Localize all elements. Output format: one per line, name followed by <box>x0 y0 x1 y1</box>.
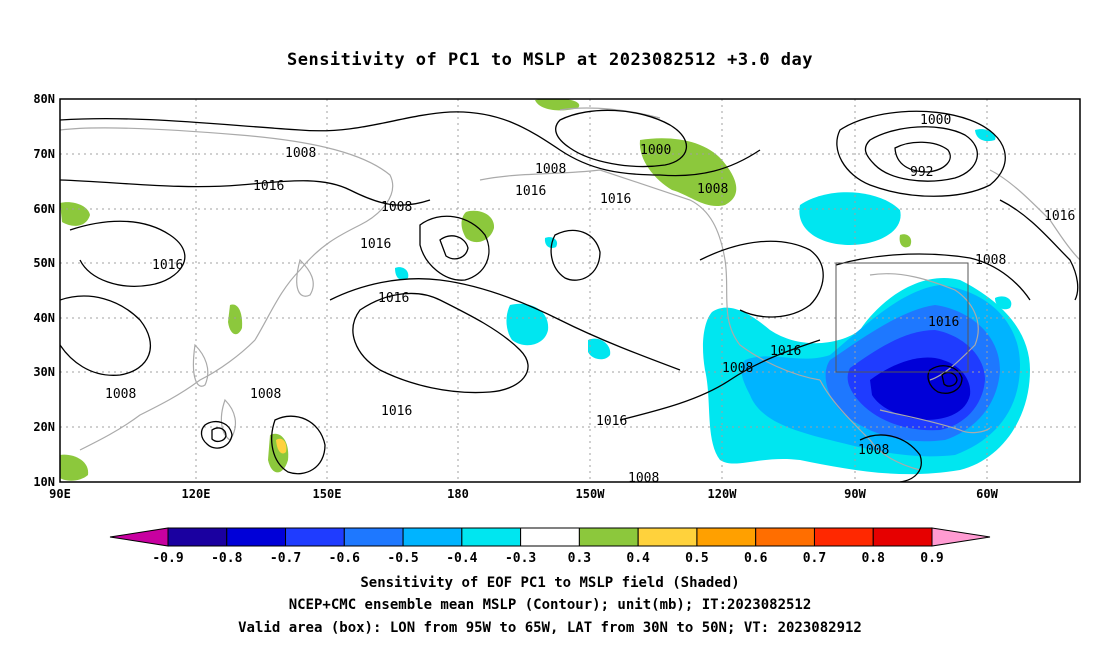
green-region-7 <box>60 454 89 481</box>
latitude-labels: 80N 70N 60N 50N 40N 30N 20N 10N <box>33 92 55 489</box>
colorbar-low-cap <box>109 527 169 547</box>
contour-label: 1016 <box>770 344 801 359</box>
colorbar-swatch <box>813 527 874 547</box>
lon-label: 150W <box>576 487 606 501</box>
contour-label: 1008 <box>250 387 281 402</box>
contour-label: 1008 <box>858 443 889 458</box>
lon-label: 90W <box>844 487 866 501</box>
colorbar-swatch <box>578 527 639 547</box>
caption-valid-area: Valid area (box): LON from 95W to 65W, L… <box>238 620 862 636</box>
colorbar-label: -0.4 <box>446 551 477 566</box>
colorbar-swatch <box>696 527 757 547</box>
colorbar-swatch <box>402 527 463 547</box>
contour-label: 1016 <box>600 192 631 207</box>
lat-label: 60N <box>33 202 55 216</box>
yellow-region <box>276 438 287 454</box>
contour-label: 1008 <box>628 471 659 486</box>
colorbar-swatch <box>167 527 228 547</box>
lat-label: 80N <box>33 92 55 106</box>
contour-label: 1008 <box>105 387 136 402</box>
colorbar-label: 0.3 <box>568 551 591 566</box>
lat-label: 30N <box>33 365 55 379</box>
contour-label: 1016 <box>381 404 412 419</box>
contour-label: 1016 <box>360 237 391 252</box>
colorbar-label: -0.9 <box>152 551 183 566</box>
lat-label: 40N <box>33 311 55 325</box>
isobar-contours <box>60 109 1079 482</box>
colorbar-label: 0.8 <box>861 551 885 566</box>
colorbar-label: 0.5 <box>685 551 708 566</box>
colorbar-high-cap <box>931 527 991 547</box>
cyan-region-2 <box>799 192 901 245</box>
lat-label: 10N <box>33 475 55 489</box>
caption-shading: Sensitivity of EOF PC1 to MSLP field (Sh… <box>360 575 740 591</box>
contour-label: 1008 <box>535 162 566 177</box>
contour-label: 1008 <box>697 182 728 197</box>
longitude-labels: 90E 120E 150E 180 150W 120W 90W 60W <box>49 487 998 501</box>
colorbar-swatch <box>755 527 815 547</box>
contour-label: 1008 <box>975 253 1006 268</box>
contour-label: 1016 <box>152 258 183 273</box>
colorbar-label: -0.7 <box>270 551 301 566</box>
caption-contour: NCEP+CMC ensemble mean MSLP (Contour); u… <box>288 597 812 613</box>
colorbar-label: -0.5 <box>387 551 418 566</box>
cyan-region-4 <box>588 338 611 360</box>
colorbar-label: 0.6 <box>744 551 768 566</box>
cyan-region-8 <box>544 237 558 248</box>
colorbar-label: 0.4 <box>626 551 650 566</box>
colorbar-label: 0.7 <box>803 551 826 566</box>
colorbar-swatch <box>520 527 580 547</box>
cyan-region-7 <box>995 296 1012 310</box>
contour-label: 992 <box>910 165 933 180</box>
lon-label: 150E <box>313 487 342 501</box>
lat-label: 20N <box>33 420 55 434</box>
colorbar-label: 0.9 <box>920 551 943 566</box>
contour-label: 1016 <box>253 179 284 194</box>
cyan-region-6 <box>975 129 996 142</box>
contour-label: 1000 <box>920 113 951 128</box>
colorbar-label: -0.6 <box>329 551 360 566</box>
green-region-4 <box>60 202 90 226</box>
green-region-1 <box>535 99 580 111</box>
map-frame <box>59 98 1081 483</box>
contour-label: 1016 <box>378 291 409 306</box>
contour-label: 1016 <box>1044 209 1075 224</box>
contour-label: 1016 <box>515 184 546 199</box>
green-region-8 <box>899 234 912 248</box>
contour-label: 1016 <box>596 414 627 429</box>
colorbar-swatch <box>285 527 345 547</box>
lat-label: 50N <box>33 256 55 270</box>
graticule <box>60 99 1080 482</box>
map-title: Sensitivity of PC1 to MSLP at 2023082512… <box>286 50 813 70</box>
contour-label: 1008 <box>285 146 316 161</box>
contour-label: 1008 <box>381 200 412 215</box>
lon-label: 120E <box>182 487 211 501</box>
colorbar-swatch <box>872 527 933 547</box>
shaded-sensitivity <box>60 99 1030 481</box>
lon-label: 120W <box>708 487 738 501</box>
green-region-2 <box>639 138 737 207</box>
contour-label: 1000 <box>640 143 671 158</box>
contour-label: 1008 <box>722 361 753 376</box>
colorbar-label: -0.8 <box>211 551 242 566</box>
lon-label: 90E <box>49 487 71 501</box>
colorbar-swatch <box>343 527 404 547</box>
valid-area-box <box>835 262 969 373</box>
colorbar-swatch <box>226 527 287 547</box>
colorbar-swatch <box>461 527 522 547</box>
lon-label: 180 <box>447 487 469 501</box>
lon-label: 60W <box>976 487 998 501</box>
contour-labels: 1008 1016 1016 1008 1008 1016 1016 1008 … <box>105 113 1075 486</box>
cyan-region-5 <box>395 267 409 280</box>
contour-label: 1016 <box>928 315 959 330</box>
colorbar: -0.9 -0.8 -0.7 -0.6 -0.5 -0.4 -0.3 0.3 0.4 0.5 0.6… <box>109 527 991 566</box>
green-region-5 <box>228 304 243 335</box>
lat-label: 70N <box>33 147 55 161</box>
coastlines <box>60 107 1080 471</box>
colorbar-swatch <box>637 527 698 547</box>
cyan-region-3 <box>506 303 549 346</box>
colorbar-label: -0.3 <box>505 551 536 566</box>
